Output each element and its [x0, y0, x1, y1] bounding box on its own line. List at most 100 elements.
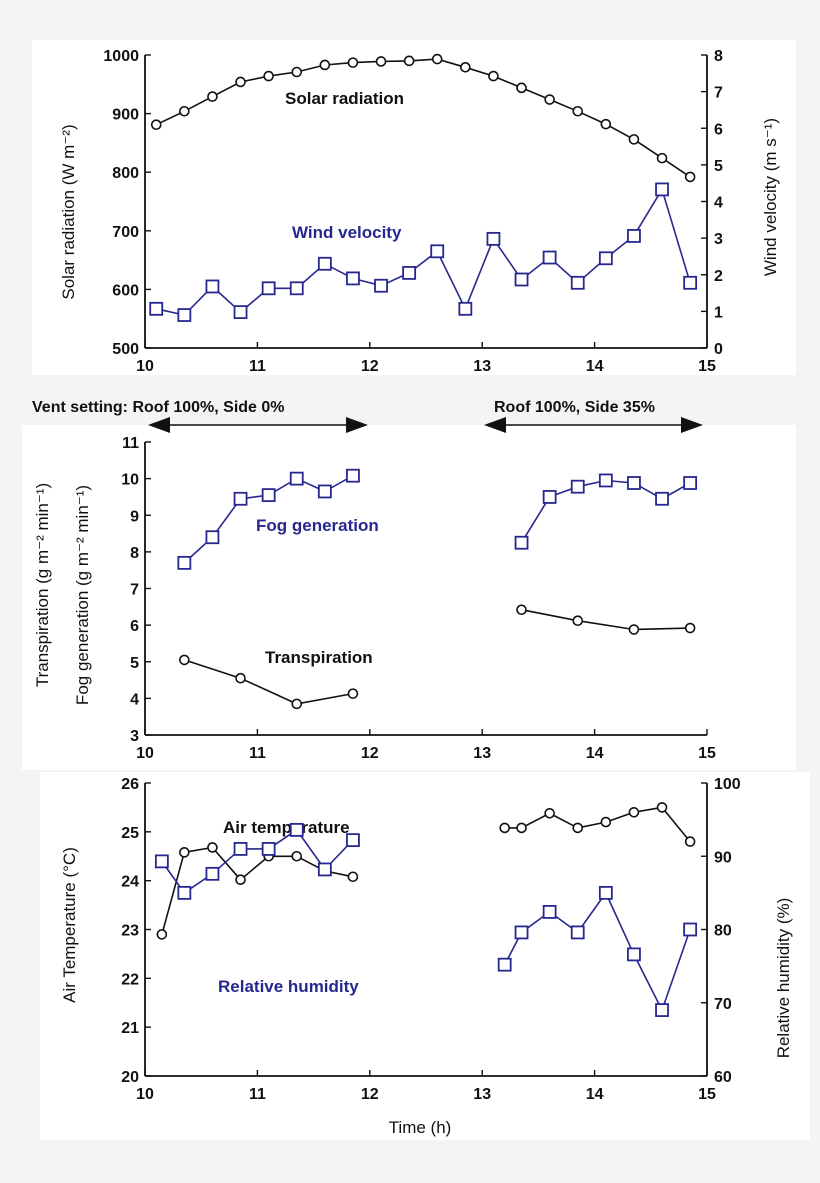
top-y-tick-label: 600: [112, 282, 139, 299]
data-point-solar-radiation: [600, 118, 612, 130]
data-point-air-temperature: [544, 807, 555, 819]
top-y2-tick-label: 3: [714, 231, 723, 248]
middle-y-tick-label: 5: [130, 655, 139, 672]
top-y-axis-label: Solar radiation (W m⁻²): [59, 124, 78, 299]
data-point-solar-radiation: [207, 91, 218, 102]
data-point-fog-generation: [570, 479, 585, 494]
middle-x-tick-label: 11: [249, 745, 266, 762]
data-point-transpiration: [291, 698, 303, 710]
annotation-relative-humidity: Relative humidity: [218, 977, 359, 996]
data-point-fog-generation: [627, 476, 641, 490]
data-point-wind-velocity: [149, 301, 164, 316]
data-point-solar-radiation: [150, 119, 162, 131]
data-point-transpiration: [684, 622, 696, 634]
chart-middle: 10 11 12 13 14 15 3 4 5 6 7 8 9 10 11: [121, 435, 716, 762]
data-point-relative-humidity: [261, 842, 276, 856]
data-point-transpiration: [572, 615, 584, 627]
bottom-y-tick-label: 25: [121, 825, 139, 842]
bottom-y2-axis-label: Relative humidity (%): [774, 898, 793, 1059]
data-point-fog-generation: [289, 471, 304, 486]
data-point-relative-humidity: [598, 885, 613, 900]
annotation-air-temperature: Air temperature: [223, 818, 350, 837]
data-point-wind-velocity: [289, 281, 304, 296]
data-point-solar-radiation: [263, 70, 274, 82]
bottom-y-tick-label: 21: [121, 1020, 139, 1037]
top-y2-axis-label: Wind velocity (m s⁻¹): [761, 118, 780, 276]
middle-y-tick-label: 6: [130, 618, 139, 635]
data-point-transpiration: [235, 672, 246, 684]
top-x-tick-label: 10: [136, 358, 154, 375]
bottom-y-tick-label: 20: [121, 1069, 139, 1086]
top-y-tick-label: 800: [112, 165, 139, 182]
data-point-air-temperature: [291, 850, 303, 862]
data-point-wind-velocity: [570, 275, 585, 290]
bottom-x-tick-label: 14: [586, 1086, 604, 1103]
data-point-relative-humidity: [346, 833, 360, 848]
data-point-relative-humidity: [205, 866, 220, 881]
series-fog-generation: [177, 468, 698, 570]
series-solar-radiation: [150, 53, 696, 183]
bottom-y-tick-label: 23: [121, 923, 139, 940]
data-point-fog-generation: [261, 488, 276, 503]
data-point-transpiration: [179, 654, 190, 666]
data-point-wind-velocity: [317, 256, 332, 271]
data-point-air-temperature: [600, 816, 612, 828]
middle-x-tick-label: 13: [473, 745, 491, 762]
data-point-solar-radiation: [291, 66, 303, 78]
top-y2-tick-label: 1: [714, 304, 723, 321]
top-y2-tick-label: 5: [714, 158, 723, 175]
middle-y-tick-label: 7: [130, 582, 139, 599]
data-point-relative-humidity: [570, 925, 585, 940]
top-y2-tick-label: 6: [714, 121, 723, 138]
vent-arrow-right: [484, 417, 703, 433]
series-air-temperature: [156, 802, 696, 940]
data-point-wind-velocity: [346, 271, 360, 286]
vent-setting-left-label: Vent setting: Roof 100%, Side 0%: [32, 399, 285, 416]
data-point-wind-velocity: [514, 272, 529, 287]
data-point-relative-humidity: [497, 957, 512, 972]
top-y2-tick-label: 0: [714, 341, 723, 358]
data-point-air-temperature: [628, 806, 640, 818]
data-point-transpiration: [516, 604, 527, 616]
top-y2-tick-label: 7: [714, 85, 723, 102]
top-y-tick-label: 900: [112, 107, 139, 124]
middle-y-tick-label: 3: [130, 728, 139, 745]
data-point-wind-velocity: [542, 250, 557, 265]
data-point-relative-humidity: [317, 862, 332, 877]
top-x-tick-label: 14: [586, 358, 604, 375]
middle-x-tick-label: 12: [361, 745, 379, 762]
data-point-relative-humidity: [655, 1003, 669, 1017]
bottom-x-tick-label: 10: [136, 1086, 154, 1103]
data-point-relative-humidity: [683, 922, 698, 937]
top-y-tick-label: 700: [112, 224, 139, 241]
bottom-x-tick-label: 11: [249, 1086, 266, 1103]
data-point-wind-velocity: [402, 266, 417, 280]
middle-y-tick-label: 8: [130, 545, 139, 562]
data-point-fog-generation: [233, 491, 248, 506]
top-x-tick-label: 12: [361, 358, 379, 375]
top-y2-tick-label: 4: [714, 195, 723, 212]
data-point-air-temperature: [656, 802, 668, 813]
data-point-solar-radiation: [656, 152, 668, 164]
data-point-solar-radiation: [235, 76, 246, 88]
top-y-tick-label: 500: [112, 341, 139, 358]
data-point-air-temperature: [499, 822, 510, 834]
data-point-relative-humidity: [627, 947, 641, 962]
bottom-x-tick-label: 15: [698, 1086, 716, 1103]
middle-y-tick-label: 11: [122, 435, 139, 452]
middle-x-tick-label: 14: [586, 745, 604, 762]
data-point-solar-radiation: [572, 105, 584, 117]
data-point-solar-radiation: [628, 134, 640, 145]
data-point-air-temperature: [156, 929, 168, 940]
data-point-solar-radiation: [347, 57, 359, 68]
data-point-solar-radiation: [544, 94, 555, 105]
data-point-solar-radiation: [431, 53, 443, 65]
data-point-wind-velocity: [205, 279, 220, 294]
data-point-relative-humidity: [233, 842, 248, 856]
data-point-relative-humidity: [289, 822, 304, 837]
annotation-wind-velocity: Wind velocity: [292, 223, 402, 242]
data-point-air-temperature: [179, 847, 190, 858]
data-point-fog-generation: [317, 484, 332, 499]
data-point-wind-velocity: [177, 308, 192, 322]
